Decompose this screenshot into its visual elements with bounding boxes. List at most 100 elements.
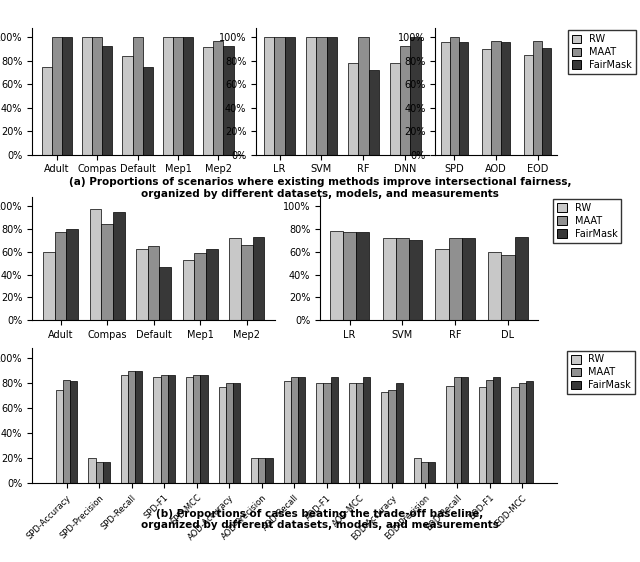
Bar: [161, 375, 168, 483]
Bar: [159, 266, 171, 320]
Bar: [90, 209, 101, 320]
Bar: [479, 387, 486, 483]
Bar: [488, 252, 501, 320]
Bar: [264, 38, 275, 155]
Bar: [284, 381, 291, 483]
Bar: [229, 238, 241, 320]
Bar: [459, 42, 468, 155]
Bar: [446, 386, 454, 483]
Bar: [259, 459, 266, 483]
Bar: [148, 246, 159, 320]
Bar: [132, 38, 143, 155]
Bar: [356, 232, 369, 320]
Bar: [326, 38, 337, 155]
Bar: [42, 67, 52, 155]
Bar: [54, 232, 67, 320]
Bar: [316, 383, 323, 483]
Bar: [518, 383, 526, 483]
Bar: [483, 49, 492, 155]
Bar: [330, 377, 338, 483]
Bar: [128, 371, 135, 483]
Bar: [493, 377, 500, 483]
Bar: [298, 377, 305, 483]
Bar: [396, 238, 409, 320]
Bar: [348, 64, 358, 155]
Bar: [88, 459, 95, 483]
Bar: [219, 387, 226, 483]
Bar: [500, 42, 509, 155]
Bar: [113, 211, 125, 320]
Bar: [383, 238, 396, 320]
Bar: [82, 38, 92, 155]
Bar: [526, 381, 533, 483]
Bar: [441, 42, 450, 155]
Bar: [306, 38, 316, 155]
Bar: [204, 47, 213, 155]
Bar: [168, 375, 175, 483]
Bar: [102, 462, 110, 483]
Bar: [462, 238, 475, 320]
Bar: [349, 383, 356, 483]
Bar: [421, 462, 428, 483]
Bar: [154, 377, 161, 483]
Bar: [542, 48, 551, 155]
Bar: [62, 38, 72, 155]
Legend: RW, MAAT, FairMask: RW, MAAT, FairMask: [554, 199, 621, 243]
Bar: [330, 231, 343, 320]
Bar: [409, 240, 422, 320]
Bar: [435, 250, 449, 320]
Bar: [449, 238, 462, 320]
Bar: [70, 381, 77, 483]
Bar: [200, 375, 207, 483]
Bar: [193, 375, 200, 483]
Bar: [213, 41, 223, 155]
Bar: [323, 383, 330, 483]
Bar: [101, 224, 113, 320]
Bar: [363, 377, 370, 483]
Bar: [143, 67, 153, 155]
Text: (a) Proportions of scenarios where existing methods improve intersectional fairn: (a) Proportions of scenarios where exist…: [68, 177, 572, 198]
Bar: [195, 253, 206, 320]
Bar: [241, 245, 253, 320]
Bar: [486, 380, 493, 483]
Bar: [461, 377, 468, 483]
Bar: [122, 56, 132, 155]
Bar: [67, 229, 78, 320]
Bar: [414, 459, 421, 483]
Bar: [428, 462, 435, 483]
Bar: [285, 38, 295, 155]
Bar: [135, 371, 143, 483]
Bar: [275, 38, 285, 155]
Bar: [381, 392, 388, 483]
Bar: [52, 38, 62, 155]
Bar: [390, 64, 400, 155]
Bar: [186, 377, 193, 483]
Bar: [358, 38, 369, 155]
Bar: [388, 389, 396, 483]
Bar: [43, 252, 54, 320]
Bar: [63, 380, 70, 483]
Bar: [95, 462, 102, 483]
Bar: [233, 383, 240, 483]
Bar: [251, 459, 259, 483]
Legend: RW, MAAT, FairMask: RW, MAAT, FairMask: [568, 30, 636, 74]
Bar: [492, 41, 500, 155]
Bar: [136, 250, 148, 320]
Bar: [356, 383, 363, 483]
Bar: [173, 38, 183, 155]
Bar: [291, 377, 298, 483]
Bar: [515, 237, 528, 320]
Bar: [226, 383, 233, 483]
Bar: [121, 375, 128, 483]
Bar: [92, 38, 102, 155]
Bar: [182, 260, 195, 320]
Legend: RW, MAAT, FairMask: RW, MAAT, FairMask: [567, 351, 635, 394]
Bar: [400, 46, 410, 155]
Bar: [253, 237, 264, 320]
Bar: [450, 38, 459, 155]
Bar: [206, 250, 218, 320]
Bar: [56, 389, 63, 483]
Bar: [524, 55, 533, 155]
Bar: [183, 38, 193, 155]
Bar: [511, 387, 518, 483]
